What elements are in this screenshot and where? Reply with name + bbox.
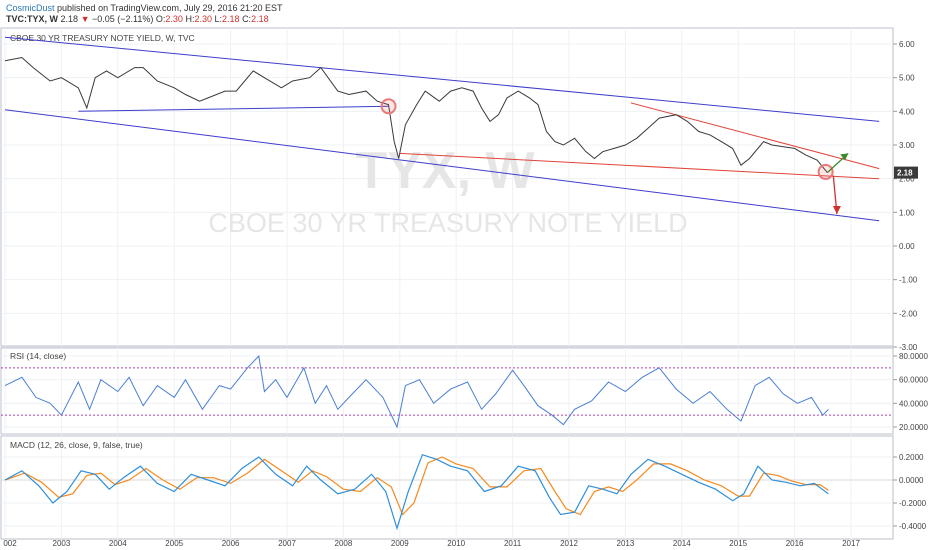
y-tick-label: 40.0000 [899, 399, 928, 408]
y-tick-label: 60.0000 [899, 376, 928, 385]
pane-frame-0 [0, 27, 894, 347]
x-tick-label: 2013 [617, 539, 635, 548]
symbol-label: TVC:TYX, W [6, 14, 58, 24]
pane-frame-2 [0, 435, 894, 540]
rsi-line [4, 354, 829, 429]
published-text: published on TradingView.com, July 29, 2… [57, 3, 283, 13]
y-tick-label: 80.0000 [899, 352, 928, 361]
open-value: 2.30 [165, 14, 183, 24]
price-change: −0.05 (−2.11%) [92, 14, 154, 24]
y-tick-label: 0.00 [899, 242, 915, 251]
watermark-symbol: TYX, W [355, 142, 535, 200]
arrow-down-head [832, 206, 841, 215]
macd-pane-title: MACD (12, 26, close, 9, false, true) [10, 440, 143, 450]
channel-lower-line [4, 109, 880, 222]
symbol-quote-line: TVC:TYX, W 2.18 ▼ −0.05 (−2.11%) O:2.30 … [6, 14, 269, 24]
publish-info: CosmicDust published on TradingView.com,… [6, 3, 283, 13]
x-tick-label: 2008 [335, 539, 353, 548]
x-tick-label: 002 [3, 539, 17, 548]
x-tick-label: 2010 [447, 539, 465, 548]
y-tick-label: -2.00 [899, 309, 918, 318]
macd-signal-line [4, 456, 829, 516]
x-tick-label: 2012 [560, 539, 578, 548]
x-tick-label: 2017 [842, 539, 860, 548]
x-tick-label: 2004 [109, 539, 127, 548]
x-tick-label: 2011 [504, 539, 522, 548]
y-tick-label: 2.00 [899, 175, 915, 184]
y-tick-label: 6.00 [899, 40, 915, 49]
y-tick-label: -1.00 [899, 276, 918, 285]
low-value: 2.18 [222, 14, 240, 24]
high-label: H: [185, 14, 195, 24]
down-triangle-icon: ▼ [80, 14, 90, 24]
support-line-blue [78, 105, 389, 112]
close-value: 2.18 [251, 14, 269, 24]
x-tick-label: 2005 [165, 539, 183, 548]
channel-upper-line [4, 36, 880, 122]
support-line-red [399, 152, 880, 180]
rsi-pane-title: RSI (14, close) [10, 351, 66, 361]
y-tick-label: -0.4000 [899, 522, 927, 531]
x-tick-label: 2009 [391, 539, 409, 548]
resistance-line-red [630, 102, 880, 170]
x-tick-label: 2006 [222, 539, 240, 548]
pane-frame-1 [0, 347, 894, 435]
y-tick-label: 20.0000 [899, 423, 928, 432]
highlight-circle [380, 98, 397, 115]
author-link[interactable]: CosmicDust [6, 3, 55, 13]
x-tick-label: 2003 [53, 539, 71, 548]
low-label: L: [214, 14, 223, 24]
y-tick-label: 1.00 [899, 208, 915, 217]
last-price: 2.18 [60, 14, 79, 24]
close-label: C: [242, 14, 252, 24]
macd-line [4, 453, 829, 531]
x-tick-label: 2015 [729, 539, 747, 548]
y-tick-label: 5.00 [899, 74, 915, 83]
highlight-circle [817, 163, 834, 180]
high-value: 2.30 [194, 14, 212, 24]
x-tick-label: 2016 [786, 539, 804, 548]
y-tick-label: -3.00 [899, 343, 918, 352]
y-tick-label: 4.00 [899, 107, 915, 116]
watermark-name: CBOE 30 YR TREASURY NOTE YIELD [208, 208, 687, 238]
y-tick-label: 0.2000 [899, 453, 924, 462]
x-tick-label: 2007 [278, 539, 296, 548]
last-value-label: 2.18 [897, 169, 913, 178]
x-tick-label: 2014 [673, 539, 691, 548]
y-tick-label: -0.2000 [899, 499, 927, 508]
price-line [4, 56, 828, 173]
arrow-up-head [840, 153, 849, 161]
y-tick-label: 3.00 [899, 141, 915, 150]
y-tick-label: 0.0000 [899, 476, 924, 485]
open-label: O: [155, 14, 166, 24]
main-pane-title: CBOE 30 YR TREASURY NOTE YIELD, W, TVC [10, 33, 195, 43]
last-value-box [894, 166, 918, 179]
